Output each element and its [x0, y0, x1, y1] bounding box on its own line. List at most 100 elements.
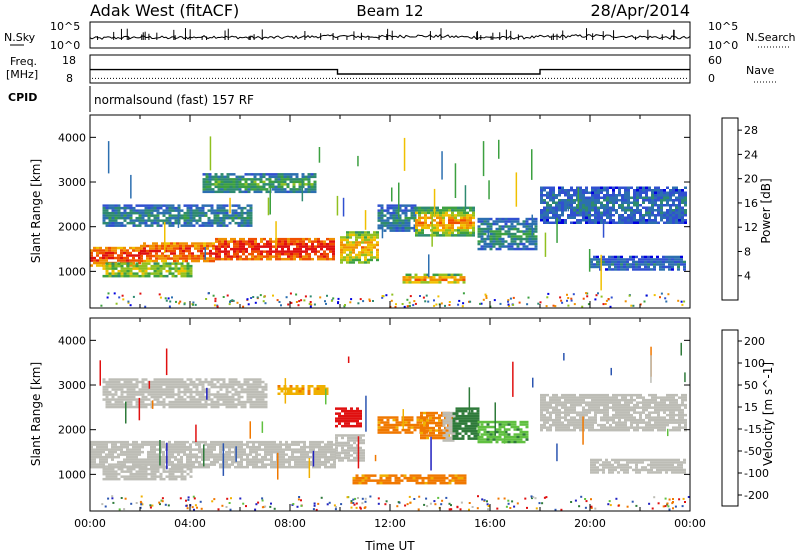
heatmap-cell [614, 260, 617, 264]
heatmap-cell [480, 220, 484, 223]
heatmap-cell [171, 395, 175, 399]
heatmap-cell [111, 216, 115, 220]
heatmap-noise-cell [118, 296, 121, 299]
heatmap-cell [602, 255, 605, 259]
heatmap-cell [281, 247, 284, 251]
heatmap-cell [174, 209, 178, 212]
heatmap-cell [558, 214, 561, 217]
heatmap-cell [472, 229, 475, 232]
heatmap-cell [270, 443, 273, 446]
heatmap-cell [344, 456, 347, 460]
heatmap-cell [143, 249, 146, 253]
heatmap-cell [492, 235, 496, 238]
heatmap-cell [630, 221, 633, 224]
heatmap-cell [669, 191, 672, 194]
heatmap-cell [383, 428, 387, 432]
heatmap-cell [93, 465, 96, 469]
heatmap-cell [330, 465, 333, 469]
heatmap-cell [588, 214, 591, 217]
heatmap-cell [492, 245, 496, 248]
heatmap-cell [120, 470, 124, 473]
heatmap-cell [224, 237, 227, 241]
heatmap-cell [201, 463, 204, 466]
heatmap-cell [489, 235, 493, 238]
heatmap-cell [111, 470, 115, 473]
heatmap-cell [346, 233, 349, 237]
heatmap-cell [450, 276, 454, 279]
heatmap-cell [644, 268, 647, 271]
heatmap-cell [636, 199, 639, 202]
heatmap-cell [404, 226, 408, 230]
heatmap-cell [189, 465, 193, 468]
heatmap-cell [156, 470, 160, 473]
heatmap-cell [168, 378, 172, 381]
heatmap-cell [284, 240, 287, 243]
heatmap-cell [579, 196, 582, 199]
heatmap-cell [392, 224, 396, 227]
heatmap-cell [416, 416, 420, 419]
heatmap-cell [492, 240, 496, 243]
heatmap-cell [540, 196, 543, 199]
heatmap-cell [330, 443, 333, 446]
heatmap-cell [413, 423, 417, 427]
heatmap-cell [303, 453, 306, 456]
heatmap-cell [258, 403, 262, 406]
heatmap-cell [117, 398, 121, 401]
heatmap-noise-cell [586, 292, 589, 295]
heatmap-cell [210, 448, 213, 451]
heatmap-cell [213, 463, 216, 466]
heatmap-noise-cell [115, 302, 118, 305]
heatmap-cell [316, 385, 320, 388]
heatmap-cell [377, 416, 381, 419]
heatmap-noise-cell [665, 300, 668, 303]
heatmap-cell [141, 383, 145, 386]
heatmap-cell [126, 274, 130, 278]
heatmap-cell [408, 278, 412, 282]
heatmap-cell [294, 455, 297, 459]
heatmap-cell [153, 465, 157, 468]
heatmap-cell [147, 267, 151, 270]
heatmap-noise-cell [231, 299, 234, 302]
heatmap-cell [247, 190, 251, 194]
heatmap-cell [546, 201, 549, 204]
heatmap-cell [410, 418, 414, 422]
heatmap-noise-cell [309, 301, 312, 303]
heatmap-noise-cell [359, 298, 362, 301]
heatmap-cell [144, 388, 148, 391]
heatmap-cell [295, 175, 299, 179]
heatmap-cell [153, 383, 157, 386]
heatmap-cell [561, 191, 564, 194]
heatmap-cell [605, 263, 608, 266]
heatmap-cell [144, 224, 148, 227]
heatmap-cell [253, 185, 257, 189]
heatmap-cell [150, 267, 154, 270]
heatmap-cell [93, 463, 96, 466]
heatmap-cell [585, 189, 588, 192]
heatmap-cell [672, 199, 675, 202]
heatmap-cell [332, 255, 335, 258]
heatmap-cell [165, 262, 169, 265]
heatmap-cell [201, 224, 205, 227]
heatmap-cell [671, 263, 674, 266]
heatmap-cell [472, 226, 475, 230]
heatmap-cell [231, 455, 234, 459]
heatmap-cell [174, 467, 178, 471]
heatmap-cell [341, 407, 344, 410]
heatmap-cell [132, 463, 135, 466]
heatmap-cell [111, 224, 115, 227]
heatmap-cell [192, 380, 196, 384]
heatmap-cell [161, 257, 164, 260]
heatmap-cell [612, 191, 615, 194]
heatmap-cell [132, 440, 135, 444]
heatmap-cell [216, 403, 220, 406]
heatmap-cell [596, 258, 599, 261]
heatmap-cell [282, 458, 285, 461]
heatmap-cell [195, 383, 199, 386]
heatmap-cell [182, 252, 185, 255]
heatmap-cell [247, 178, 251, 181]
heatmap-cell [288, 455, 291, 459]
heatmap-cell [132, 450, 135, 454]
heatmap-cell [654, 186, 657, 189]
heatmap-cell [435, 281, 439, 284]
heatmap-cell [246, 463, 249, 466]
